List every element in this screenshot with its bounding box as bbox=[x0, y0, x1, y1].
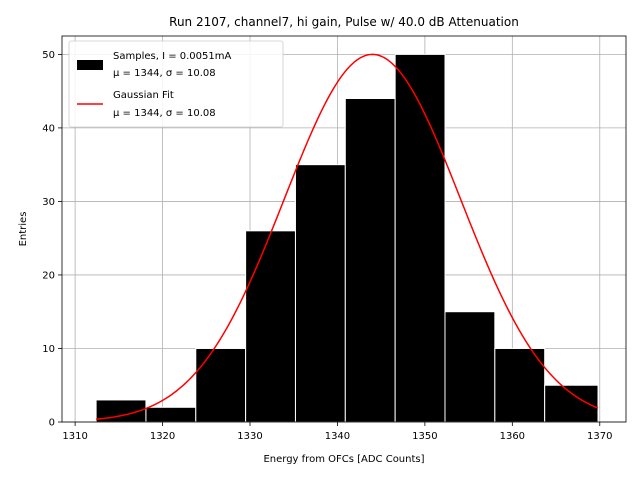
y-tick-label: 10 bbox=[42, 344, 55, 355]
y-tick-label: 0 bbox=[49, 418, 55, 429]
y-axis-label: Entries bbox=[18, 212, 29, 247]
histogram-bar bbox=[344, 97, 396, 423]
y-tick-label: 50 bbox=[42, 50, 55, 61]
y-ticks: 0 10 20 30 40 50 bbox=[42, 50, 62, 429]
legend-box bbox=[68, 40, 284, 128]
x-tick-label: 1370 bbox=[587, 431, 612, 442]
x-tick-label: 1310 bbox=[62, 431, 87, 442]
histogram-bar bbox=[245, 230, 296, 423]
legend-samples-stats: μ = 1344, σ = 10.08 bbox=[113, 68, 216, 79]
legend-fit-stats: μ = 1344, σ = 10.08 bbox=[113, 108, 216, 119]
x-tick-label: 1350 bbox=[412, 431, 437, 442]
y-tick-label: 30 bbox=[42, 197, 55, 208]
legend: Samples, I = 0.0051mA μ = 1344, σ = 10.0… bbox=[68, 40, 284, 128]
legend-samples-swatch bbox=[77, 60, 103, 70]
x-tick-label: 1340 bbox=[325, 431, 350, 442]
bars-layer bbox=[95, 53, 599, 423]
legend-fit-label: Gaussian Fit bbox=[113, 90, 174, 101]
x-axis-label: Energy from OFCs [ADC Counts] bbox=[263, 454, 424, 465]
y-tick-label: 40 bbox=[42, 123, 55, 134]
histogram-bar bbox=[294, 164, 346, 423]
fit-layer bbox=[96, 53, 599, 421]
gaussian-fit-line bbox=[96, 53, 599, 421]
histogram-bar bbox=[145, 406, 197, 423]
legend-samples-label: Samples, I = 0.0051mA bbox=[113, 51, 231, 62]
histogram-bar bbox=[195, 347, 247, 423]
y-tick-label: 20 bbox=[42, 270, 55, 281]
plot-frame bbox=[61, 35, 627, 423]
histogram-bar bbox=[494, 347, 546, 423]
chart-title: Run 2107, channel7, hi gain, Pulse w/ 40… bbox=[169, 15, 519, 29]
x-tick-label: 1320 bbox=[150, 431, 175, 442]
histogram-bar bbox=[394, 53, 446, 423]
x-tick-label: 1360 bbox=[500, 431, 525, 442]
x-tick-label: 1330 bbox=[237, 431, 262, 442]
histogram-bar bbox=[444, 311, 496, 423]
histogram-bar bbox=[544, 384, 599, 423]
x-ticks: 1310 1320 1330 1340 1350 1360 1370 bbox=[62, 422, 612, 442]
